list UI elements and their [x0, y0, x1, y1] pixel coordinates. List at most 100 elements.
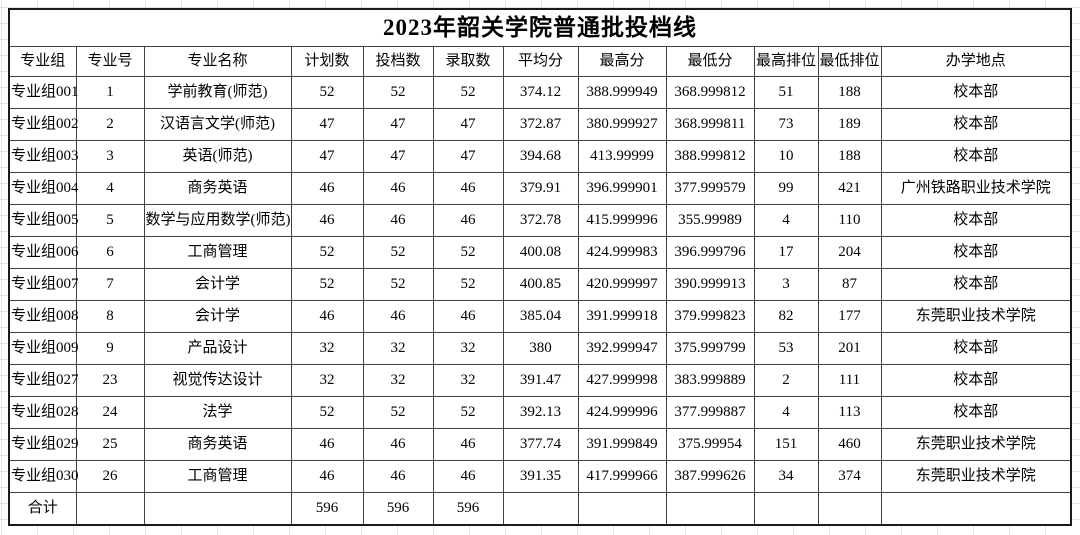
cell: 46	[362, 172, 434, 205]
title-row: 2023年韶关学院普通批投档线	[8, 8, 1072, 47]
cell: 596	[362, 492, 434, 526]
cell: 113	[817, 396, 882, 429]
cell: 82	[753, 300, 819, 333]
cell: 专业组006	[8, 236, 79, 269]
cell: 专业组007	[8, 268, 79, 301]
cell: 1	[75, 76, 145, 109]
cell: 专业组028	[8, 396, 79, 429]
cell: 73	[753, 108, 819, 141]
cell: 396.999796	[665, 236, 755, 269]
cell: 32	[362, 364, 434, 397]
cell: 校本部	[880, 268, 1072, 301]
cell: 424.999996	[577, 396, 667, 429]
cell: 177	[817, 300, 882, 333]
cell: 391.999849	[577, 428, 667, 461]
cell: 379.999823	[665, 300, 755, 333]
cell: 3	[753, 268, 819, 301]
cell: 52	[362, 396, 434, 429]
cell: 392.999947	[577, 332, 667, 365]
cell: 2	[75, 108, 145, 141]
cell: 专业组008	[8, 300, 79, 333]
cell	[753, 492, 819, 526]
cell: 46	[432, 300, 504, 333]
cell: 5	[75, 204, 145, 237]
cell: 52	[432, 396, 504, 429]
cell	[817, 492, 882, 526]
cell: 46	[432, 428, 504, 461]
cell: 32	[290, 332, 364, 365]
cell: 4	[753, 396, 819, 429]
cell: 校本部	[880, 204, 1072, 237]
cell: 377.999887	[665, 396, 755, 429]
table-row: 专业组030 26 工商管理 46 46 46 391.35 417.999966 387.99…	[8, 460, 1072, 493]
cell: 专业组003	[8, 140, 79, 173]
column-header-1: 专业号	[75, 46, 145, 77]
table-row: 专业组027 23 视觉传达设计 32 32 32 391.47 427.999998 383.…	[8, 364, 1072, 397]
cell: 47	[362, 140, 434, 173]
cell: 460	[817, 428, 882, 461]
cell: 391.47	[502, 364, 579, 397]
cell: 392.13	[502, 396, 579, 429]
cell: 424.999983	[577, 236, 667, 269]
cell: 视觉传达设计	[143, 364, 292, 397]
cell: 52	[290, 268, 364, 301]
cell: 25	[75, 428, 145, 461]
cell	[502, 492, 579, 526]
cell: 380.999927	[577, 108, 667, 141]
cell: 46	[290, 172, 364, 205]
cell: 会计学	[143, 300, 292, 333]
cell: 专业组009	[8, 332, 79, 365]
admission-score-table: 2023年韶关学院普通批投档线 专业组 专业号 专业名称 计划数 投档数 录取数 平均分 最高…	[8, 8, 1072, 526]
cell: 388.999949	[577, 76, 667, 109]
cell	[880, 492, 1072, 526]
cell: 东莞职业技术学院	[880, 428, 1072, 461]
cell: 46	[290, 460, 364, 493]
cell: 专业组001	[8, 76, 79, 109]
cell: 数学与应用数学(师范)	[143, 204, 292, 237]
cell: 415.999996	[577, 204, 667, 237]
cell: 工商管理	[143, 236, 292, 269]
table-row: 专业组004 4 商务英语 46 46 46 379.91 396.999901 377.999…	[8, 172, 1072, 205]
cell: 388.999812	[665, 140, 755, 173]
column-header-10: 最低排位	[817, 46, 882, 77]
cell: 47	[432, 140, 504, 173]
cell: 产品设计	[143, 332, 292, 365]
cell: 52	[290, 236, 364, 269]
cell: 9	[75, 332, 145, 365]
cell: 368.999812	[665, 76, 755, 109]
cell: 383.999889	[665, 364, 755, 397]
table-row: 专业组029 25 商务英语 46 46 46 377.74 391.999849 375.99…	[8, 428, 1072, 461]
cell: 2	[753, 364, 819, 397]
cell: 32	[290, 364, 364, 397]
cell: 46	[362, 300, 434, 333]
cell: 111	[817, 364, 882, 397]
cell: 400.08	[502, 236, 579, 269]
cell: 校本部	[880, 76, 1072, 109]
cell: 47	[290, 108, 364, 141]
table-row: 专业组001 1 学前教育(师范) 52 52 52 374.12 388.999949 368…	[8, 76, 1072, 109]
cell: 421	[817, 172, 882, 205]
page-title: 2023年韶关学院普通批投档线	[8, 8, 1072, 47]
cell: 375.999799	[665, 332, 755, 365]
cell: 52	[362, 76, 434, 109]
cell: 372.78	[502, 204, 579, 237]
cell: 52	[362, 236, 434, 269]
table-row: 专业组007 7 会计学 52 52 52 400.85 420.999997 390.9999…	[8, 268, 1072, 301]
cell: 商务英语	[143, 172, 292, 205]
cell: 400.85	[502, 268, 579, 301]
cell: 专业组004	[8, 172, 79, 205]
cell: 51	[753, 76, 819, 109]
cell	[665, 492, 755, 526]
cell: 204	[817, 236, 882, 269]
table-header-row: 专业组 专业号 专业名称 计划数 投档数 录取数 平均分 最高分 最低分 最高排位 最低排位 办学地点	[8, 46, 1072, 77]
cell: 368.999811	[665, 108, 755, 141]
cell: 355.99989	[665, 204, 755, 237]
cell: 46	[290, 300, 364, 333]
cell	[577, 492, 667, 526]
cell: 24	[75, 396, 145, 429]
cell: 专业组005	[8, 204, 79, 237]
cell: 46	[362, 204, 434, 237]
cell: 学前教育(师范)	[143, 76, 292, 109]
cell: 专业组002	[8, 108, 79, 141]
cell: 校本部	[880, 140, 1072, 173]
